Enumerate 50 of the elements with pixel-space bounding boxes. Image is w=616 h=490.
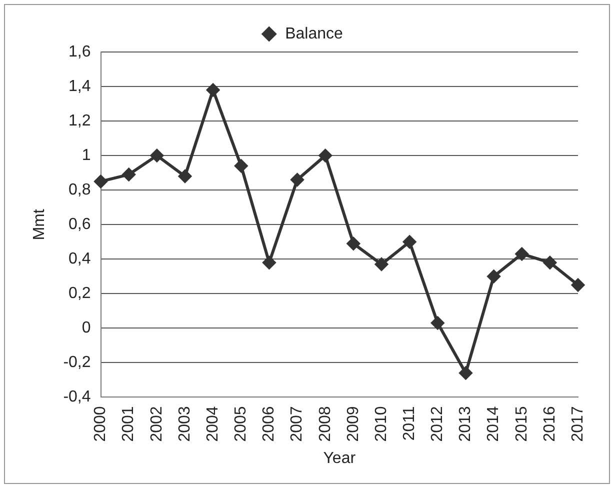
- point: [234, 159, 248, 172]
- point: [262, 256, 276, 270]
- x-tick-label: 2005: [232, 406, 250, 442]
- x-tick-label: 2001: [120, 406, 138, 442]
- y-tick-label: 0,8: [68, 181, 91, 198]
- y-tick-label: 1,2: [68, 112, 91, 130]
- x-axis-title: Year: [323, 450, 356, 467]
- point: [431, 316, 444, 330]
- x-tick-label: 2015: [513, 406, 530, 442]
- x-tick-label: 2002: [148, 406, 166, 442]
- y-tick-label: 1,6: [68, 43, 91, 60]
- y-tick-label: -0,4: [63, 388, 91, 406]
- x-tick-label: 2012: [429, 406, 446, 442]
- y-tick-label: 1,4: [68, 78, 91, 95]
- x-tick-label: 2017: [569, 406, 586, 442]
- x-tick-label: 2006: [260, 406, 278, 442]
- y-tick-label: -0,2: [63, 354, 91, 372]
- x-tick-label: 2013: [457, 406, 474, 442]
- legend-label: Balance: [285, 25, 344, 42]
- x-tick-label: 2010: [372, 406, 390, 442]
- point: [290, 173, 304, 186]
- x-tick-label: 2003: [176, 406, 194, 442]
- x-tick-label: 2007: [288, 406, 306, 442]
- point: [374, 258, 388, 271]
- y-tick-label: 0,4: [68, 250, 91, 268]
- point: [487, 270, 500, 283]
- y-tick-label: 0,2: [68, 285, 91, 302]
- point: [206, 83, 220, 96]
- x-tick-label: 2016: [541, 406, 558, 442]
- point: [403, 235, 416, 248]
- x-tick-label: 2000: [92, 406, 110, 442]
- point: [94, 174, 108, 188]
- x-tick-label: 2011: [400, 406, 418, 441]
- point: [515, 247, 528, 260]
- x-tick-label: 2004: [204, 406, 222, 442]
- point: [178, 170, 192, 183]
- point: [572, 278, 584, 292]
- y-tick-label: 0,6: [68, 216, 91, 234]
- point: [346, 237, 360, 250]
- point: [318, 149, 332, 162]
- y-tick-label: 0: [82, 320, 91, 337]
- point: [459, 366, 472, 380]
- x-tick-label: 2008: [316, 406, 334, 442]
- y-axis-title: Mmt: [31, 208, 48, 240]
- x-tick-label: 2014: [485, 406, 502, 442]
- point: [150, 149, 164, 162]
- x-tick-label: 2009: [344, 406, 362, 442]
- point: [122, 168, 136, 182]
- point: [543, 256, 556, 270]
- y-tick-label: 1: [82, 146, 91, 164]
